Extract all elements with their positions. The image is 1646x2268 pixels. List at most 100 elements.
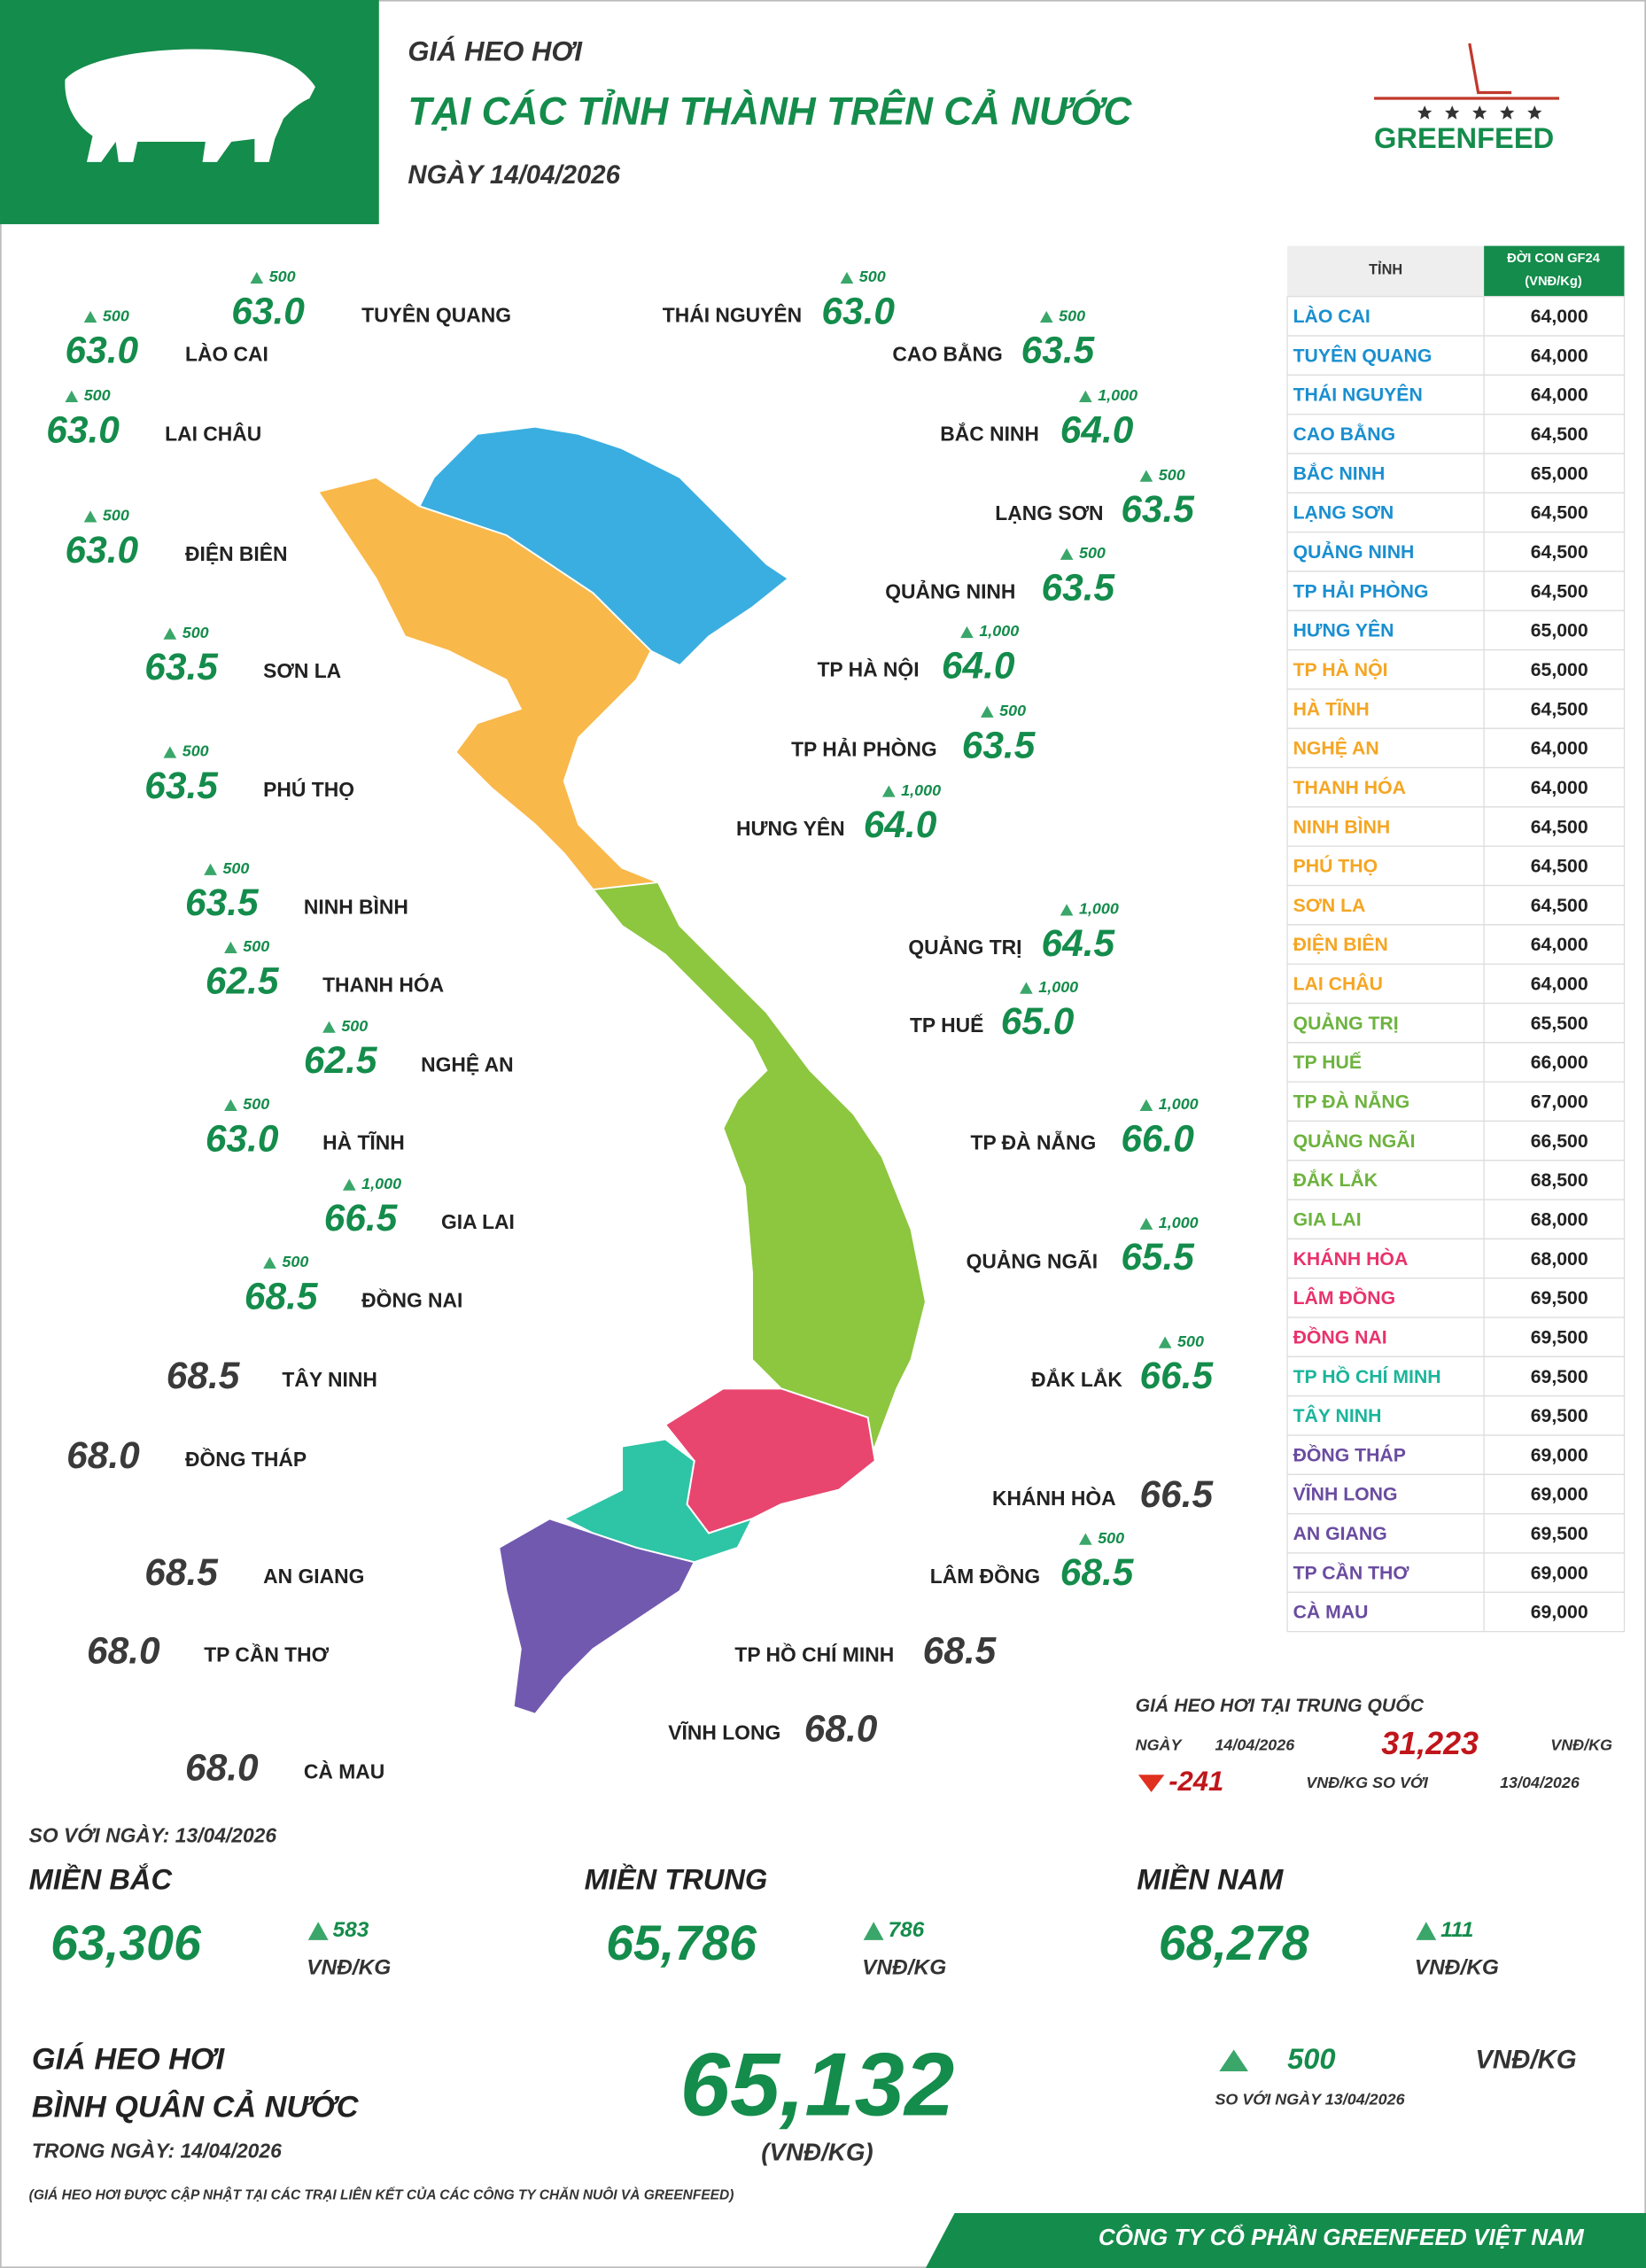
- province-name: LÂM ĐỒNG: [930, 1565, 1040, 1588]
- table-province: LÀO CAI: [1293, 305, 1370, 327]
- map-label: HƯNG YÊN 64.0 1,000: [736, 781, 941, 845]
- table-price: 69,000: [1531, 1603, 1588, 1623]
- province-price: 66.5: [1140, 1473, 1215, 1515]
- region-unit: VNĐ/KG: [862, 1956, 946, 1980]
- province-name: LÀO CAI: [185, 343, 268, 366]
- province-price: 66.0: [1121, 1117, 1194, 1159]
- table-province: NGHỆ AN: [1293, 737, 1379, 759]
- china-change-unit: VNĐ/KG SO VỚI: [1306, 1773, 1429, 1791]
- map-label: CÀ MAU 68.0: [185, 1747, 384, 1789]
- table-row: [1286, 727, 1626, 769]
- table-province: LAI CHÂU: [1293, 973, 1383, 995]
- table-price: 69,500: [1531, 1288, 1588, 1309]
- map-label: ĐẮK LẮK 66.5 500: [1031, 1332, 1214, 1396]
- table-row: [1286, 1591, 1626, 1633]
- header-date: NGÀY 14/04/2026: [408, 160, 620, 190]
- table-price: 69,500: [1531, 1327, 1588, 1348]
- table-row: [1286, 1473, 1626, 1515]
- province-price: 63.5: [1042, 566, 1116, 608]
- price-change: 500: [222, 859, 249, 877]
- up-arrow: [163, 627, 177, 640]
- map-label: CAO BẰNG 63.5 500: [892, 307, 1095, 370]
- header-subtitle: GIÁ HEO HƠI: [408, 36, 583, 67]
- up-arrow: [263, 1256, 276, 1269]
- china-change: -241: [1169, 1766, 1223, 1797]
- table-row: [1286, 1160, 1626, 1200]
- table-price: 64,500: [1531, 896, 1588, 916]
- province-name: QUẢNG TRỊ: [908, 936, 1021, 959]
- up-arrow: [881, 785, 896, 797]
- province-name: QUẢNG NGÃI: [967, 1249, 1098, 1272]
- province-price: 68.0: [66, 1434, 140, 1476]
- map-label: AN GIANG 68.5: [144, 1551, 364, 1593]
- region-south: [562, 1438, 754, 1564]
- table-price: 64,000: [1531, 385, 1588, 406]
- table-header-cell: [1484, 245, 1625, 297]
- table-province: THANH HÓA: [1293, 776, 1406, 798]
- region-value: 63,306: [50, 1915, 202, 1970]
- table-price: 66,500: [1531, 1131, 1588, 1152]
- table-province: CAO BẰNG: [1293, 423, 1396, 445]
- table-row: [1286, 335, 1626, 376]
- price-change: 500: [282, 1253, 308, 1270]
- province-price: 63.0: [46, 408, 120, 450]
- map: [316, 425, 927, 1715]
- province-name: TP HỒ CHÍ MINH: [734, 1643, 894, 1666]
- price-change: 500: [182, 624, 209, 641]
- province-name: VĨNH LONG: [668, 1721, 780, 1744]
- china-date-label: NGÀY: [1136, 1735, 1184, 1753]
- province-price: 63.5: [144, 765, 219, 806]
- province-name: KHÁNH HÒA: [992, 1487, 1116, 1510]
- china-title: GIÁ HEO HƠI TẠI TRUNG QUỐC: [1136, 1694, 1425, 1716]
- up-arrow: [960, 625, 974, 639]
- table-price: 69,500: [1531, 1524, 1588, 1544]
- province-name: NGHỆ AN: [421, 1052, 514, 1076]
- province-price: 65.0: [1001, 1000, 1075, 1042]
- table-province: HƯNG YÊN: [1293, 619, 1394, 641]
- table-header: TỈNH: [1369, 261, 1402, 278]
- region-change: 583: [333, 1918, 369, 1942]
- map-label: KHÁNH HÒA 66.5: [992, 1473, 1215, 1515]
- table-price: 64,500: [1531, 581, 1588, 602]
- price-change: 500: [1098, 1529, 1124, 1547]
- china-section: GIÁ HEO HƠI TẠI TRUNG QUỐC NGÀY 14/04/20…: [1136, 1694, 1612, 1797]
- table-row: [1286, 296, 1626, 337]
- up-arrow: [1060, 904, 1074, 916]
- logo-text: GREENFEED: [1374, 121, 1554, 154]
- province-name: LAI CHÂU: [165, 422, 261, 445]
- map-label: QUẢNG NGÃI 65.5 1,000: [967, 1214, 1199, 1278]
- province-name: TP HẢI PHÒNG: [791, 737, 937, 760]
- table-price: 64,000: [1531, 346, 1588, 366]
- province-price: 65.5: [1121, 1236, 1195, 1278]
- province-name: BẮC NINH: [940, 422, 1039, 445]
- province-name: TP HUẾ: [910, 1014, 983, 1037]
- price-change: 500: [1079, 544, 1106, 562]
- up-arrow: [1139, 1099, 1153, 1111]
- logo-mark: [1468, 43, 1512, 95]
- table-province: THÁI NGUYÊN: [1293, 384, 1423, 406]
- note: (GIÁ HEO HƠI ĐƯỢC CẬP NHẬT TẠI CÁC TRẠI …: [29, 2186, 734, 2202]
- province-name: TP HÀ NỘI: [817, 658, 919, 681]
- table-price: 64,500: [1531, 424, 1588, 445]
- table-province: LÂM ĐỒNG: [1293, 1286, 1396, 1309]
- province-price: 68.5: [167, 1355, 241, 1396]
- national-unit: (VNĐ/KG): [761, 2138, 873, 2165]
- table-price: 64,000: [1531, 739, 1588, 759]
- map-label: TP HẢI PHÒNG 63.5 500: [791, 702, 1037, 765]
- national-change-unit: VNĐ/KG: [1475, 2045, 1576, 2074]
- map-label: LÂM ĐỒNG 68.5 500: [930, 1529, 1135, 1593]
- price-change: 1,000: [1159, 1095, 1199, 1113]
- map-label: HÀ TĨNH 63.0 500: [206, 1095, 405, 1159]
- table-province: KHÁNH HÒA: [1293, 1247, 1409, 1270]
- logo: GREENFEED: [1374, 43, 1560, 154]
- up-arrow: [1060, 548, 1074, 560]
- table-province: CÀ MAU: [1293, 1601, 1369, 1623]
- map-label: NINH BÌNH 63.5 500: [185, 859, 408, 923]
- province-name: HƯNG YÊN: [736, 817, 845, 840]
- map-label: THÁI NGUYÊN 63.0 500: [663, 268, 896, 331]
- map-label: TP HÀ NỘI 64.0 1,000: [817, 622, 1019, 686]
- table-row: [1286, 571, 1626, 611]
- table-province: QUẢNG NINH: [1293, 540, 1415, 563]
- province-price: 63.0: [65, 529, 138, 571]
- price-change: 500: [84, 386, 111, 404]
